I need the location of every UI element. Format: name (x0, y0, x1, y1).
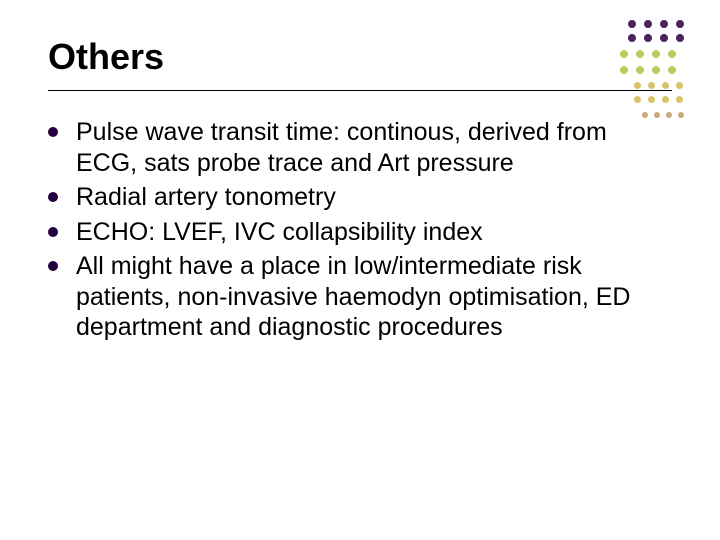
decor-dot-icon (668, 66, 676, 74)
decor-dot-icon (634, 96, 641, 103)
decor-dot-icon (676, 20, 684, 28)
slide: Others Pulse wave transit time: continou… (0, 0, 720, 540)
decor-dot-icon (648, 96, 655, 103)
decor-dot-icon (654, 112, 660, 118)
decor-dot-icon (676, 82, 683, 89)
bullet-dot-icon (48, 227, 58, 237)
decor-dot-icon (644, 34, 652, 42)
decor-dot-icon (662, 82, 669, 89)
decor-dot-icon (660, 34, 668, 42)
list-item: All might have a place in low/intermedia… (48, 251, 672, 343)
decor-dot-icon (644, 20, 652, 28)
decor-dot-icon (628, 34, 636, 42)
decor-dot-icon (620, 50, 628, 58)
decor-dot-icon (660, 20, 668, 28)
decor-dot-icon (668, 50, 676, 58)
decor-dot-icon (628, 20, 636, 28)
decor-dot-icon (642, 112, 648, 118)
bullet-list: Pulse wave transit time: continous, deri… (48, 117, 672, 343)
bullet-dot-icon (48, 192, 58, 202)
decor-dot-icon (620, 66, 628, 74)
list-item: ECHO: LVEF, IVC collapsibility index (48, 217, 672, 248)
bullet-text: All might have a place in low/intermedia… (76, 251, 672, 343)
bullet-text: Radial artery tonometry (76, 182, 336, 213)
decor-dot-icon (662, 96, 669, 103)
list-item: Radial artery tonometry (48, 182, 672, 213)
decor-dot-icon (648, 82, 655, 89)
corner-decor (570, 20, 690, 140)
decor-dot-icon (636, 50, 644, 58)
decor-dot-icon (676, 96, 683, 103)
bullet-text: ECHO: LVEF, IVC collapsibility index (76, 217, 483, 248)
decor-dot-icon (678, 112, 684, 118)
decor-dot-icon (652, 66, 660, 74)
decor-dot-icon (634, 82, 641, 89)
decor-dot-icon (666, 112, 672, 118)
decor-dot-icon (676, 34, 684, 42)
bullet-dot-icon (48, 127, 58, 137)
decor-dot-icon (652, 50, 660, 58)
decor-dot-icon (636, 66, 644, 74)
bullet-dot-icon (48, 261, 58, 271)
